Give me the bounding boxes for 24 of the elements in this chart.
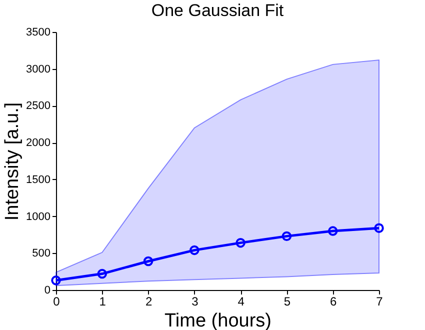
- x-tick-label: 0: [53, 294, 60, 308]
- x-tick-label: 1: [99, 294, 106, 308]
- y-tick-label: 3500: [26, 26, 50, 38]
- point: [190, 245, 200, 256]
- y-axis-title: Intensity [a.u.]: [2, 102, 24, 221]
- chart-title: One Gaussian Fit: [151, 1, 284, 20]
- y-tick-label: 500: [32, 248, 50, 260]
- x-tick-label: 2: [145, 294, 152, 308]
- x-tick-label: 3: [192, 294, 199, 308]
- y-tick-label: 3000: [26, 63, 50, 76]
- x-tick-label: 4: [238, 294, 245, 308]
- y-tick-label: 1500: [26, 174, 50, 186]
- point: [282, 231, 292, 242]
- y-tick-label: 2000: [26, 137, 50, 150]
- x-tick-label: 6: [330, 294, 338, 308]
- y-tick-label: 0: [44, 284, 50, 296]
- point: [328, 226, 338, 236]
- x-tick-label: 7: [376, 294, 384, 308]
- point: [236, 238, 246, 248]
- x-tick-label: 5: [284, 294, 291, 308]
- point: [143, 256, 154, 266]
- y-tick-label: 2500: [26, 100, 50, 112]
- point: [97, 268, 108, 279]
- y-tick-label: 1000: [26, 210, 50, 223]
